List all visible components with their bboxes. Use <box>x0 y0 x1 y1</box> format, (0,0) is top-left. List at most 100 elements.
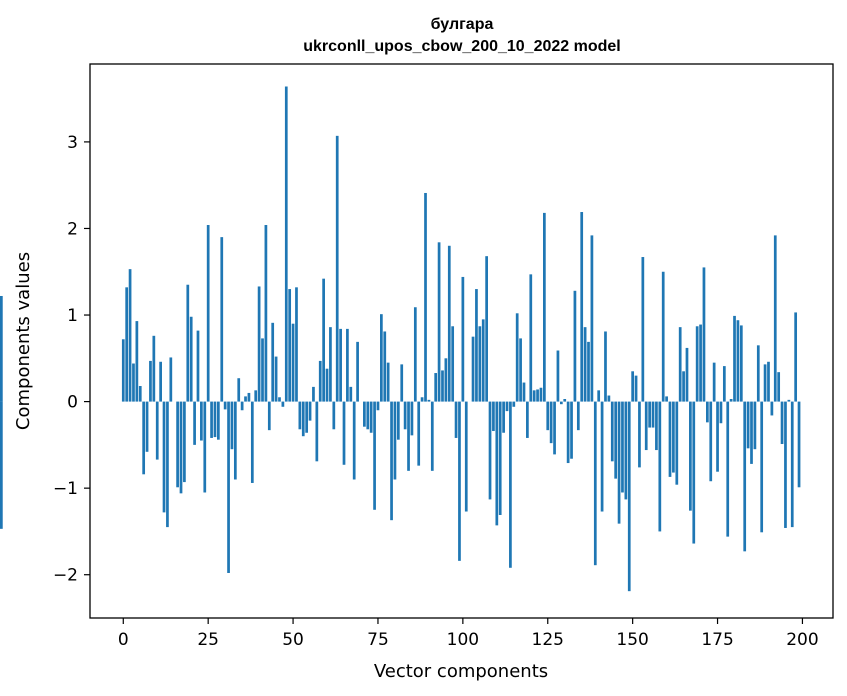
y-tick-label: 0 <box>67 393 78 413</box>
bar <box>702 267 706 402</box>
bar <box>230 401 234 450</box>
x-tick-label: 175 <box>701 630 733 650</box>
bar <box>213 401 217 438</box>
bar <box>509 401 512 568</box>
bar <box>193 401 196 445</box>
bar <box>380 314 383 402</box>
bar <box>210 401 213 438</box>
bar <box>332 401 336 430</box>
bar <box>526 401 529 438</box>
bar <box>138 386 142 402</box>
bar <box>339 328 342 402</box>
bar <box>155 401 159 460</box>
bar <box>661 271 665 402</box>
bar <box>254 390 258 402</box>
bar <box>386 362 390 402</box>
bar <box>396 401 400 440</box>
bar <box>495 401 499 526</box>
x-tick-label: 100 <box>447 630 479 650</box>
bar <box>746 401 750 449</box>
bar <box>288 289 292 402</box>
bar <box>576 401 580 431</box>
bar <box>475 289 478 402</box>
bar <box>692 401 696 544</box>
bar <box>532 390 536 402</box>
bar <box>597 390 601 402</box>
bar <box>658 401 662 532</box>
x-tick-label: 0 <box>118 630 129 650</box>
bar <box>444 358 448 402</box>
bar <box>464 401 468 512</box>
bar <box>668 401 672 477</box>
bar <box>617 401 621 524</box>
bar <box>699 324 702 402</box>
bar <box>189 316 193 402</box>
bar <box>125 287 129 402</box>
bar <box>0 401 3 529</box>
bar <box>712 362 716 402</box>
bar <box>610 401 614 462</box>
x-axis-label: Vector components <box>374 661 548 682</box>
bar <box>573 290 577 402</box>
bar <box>498 401 502 515</box>
bar <box>543 212 546 402</box>
bar <box>750 401 753 464</box>
bar <box>335 135 339 402</box>
bar <box>502 401 505 433</box>
bar <box>522 382 526 402</box>
bar <box>430 401 434 471</box>
bar <box>437 242 441 402</box>
bar <box>145 401 149 452</box>
bar <box>485 256 488 402</box>
bar <box>461 276 465 402</box>
bar <box>641 257 645 402</box>
bar <box>281 401 285 407</box>
bar <box>220 237 224 402</box>
bar <box>196 330 200 402</box>
bar <box>763 364 767 402</box>
bar <box>590 235 594 402</box>
x-tick-label: 25 <box>197 630 219 650</box>
bar <box>369 401 373 433</box>
bar <box>183 401 186 483</box>
bar <box>427 399 431 402</box>
bar <box>587 341 590 402</box>
bar <box>566 401 570 464</box>
bar <box>546 401 550 431</box>
bar <box>407 401 410 471</box>
bar <box>471 336 475 402</box>
bar <box>756 345 760 402</box>
bar <box>410 401 414 436</box>
bar <box>329 327 332 402</box>
bar <box>651 401 655 428</box>
bar <box>403 401 407 430</box>
bar <box>719 401 723 424</box>
bar <box>492 401 495 432</box>
bar <box>295 287 298 402</box>
bar <box>505 401 509 412</box>
bar <box>716 401 719 472</box>
bar <box>132 363 135 402</box>
bar <box>186 284 190 402</box>
bar <box>604 331 607 402</box>
x-axis-ticks: 0 25 50 75 100 125 150 175 200 <box>118 618 819 650</box>
bar <box>206 225 210 402</box>
bar <box>413 307 417 402</box>
bar <box>797 401 801 488</box>
chart-subtitle: ukrconll_upos_cbow_200_10_2022 model <box>303 38 620 55</box>
bar <box>441 370 444 402</box>
bar <box>512 401 516 407</box>
bar <box>203 401 207 493</box>
bar <box>563 399 567 402</box>
bar <box>607 395 611 402</box>
bar <box>631 371 635 402</box>
bar <box>244 396 247 402</box>
bar <box>790 401 794 528</box>
bar <box>706 401 709 423</box>
bar <box>627 401 631 592</box>
bar <box>271 322 275 402</box>
bar <box>247 392 251 402</box>
bar <box>549 401 553 444</box>
bar <box>373 401 376 510</box>
bar <box>689 401 692 511</box>
